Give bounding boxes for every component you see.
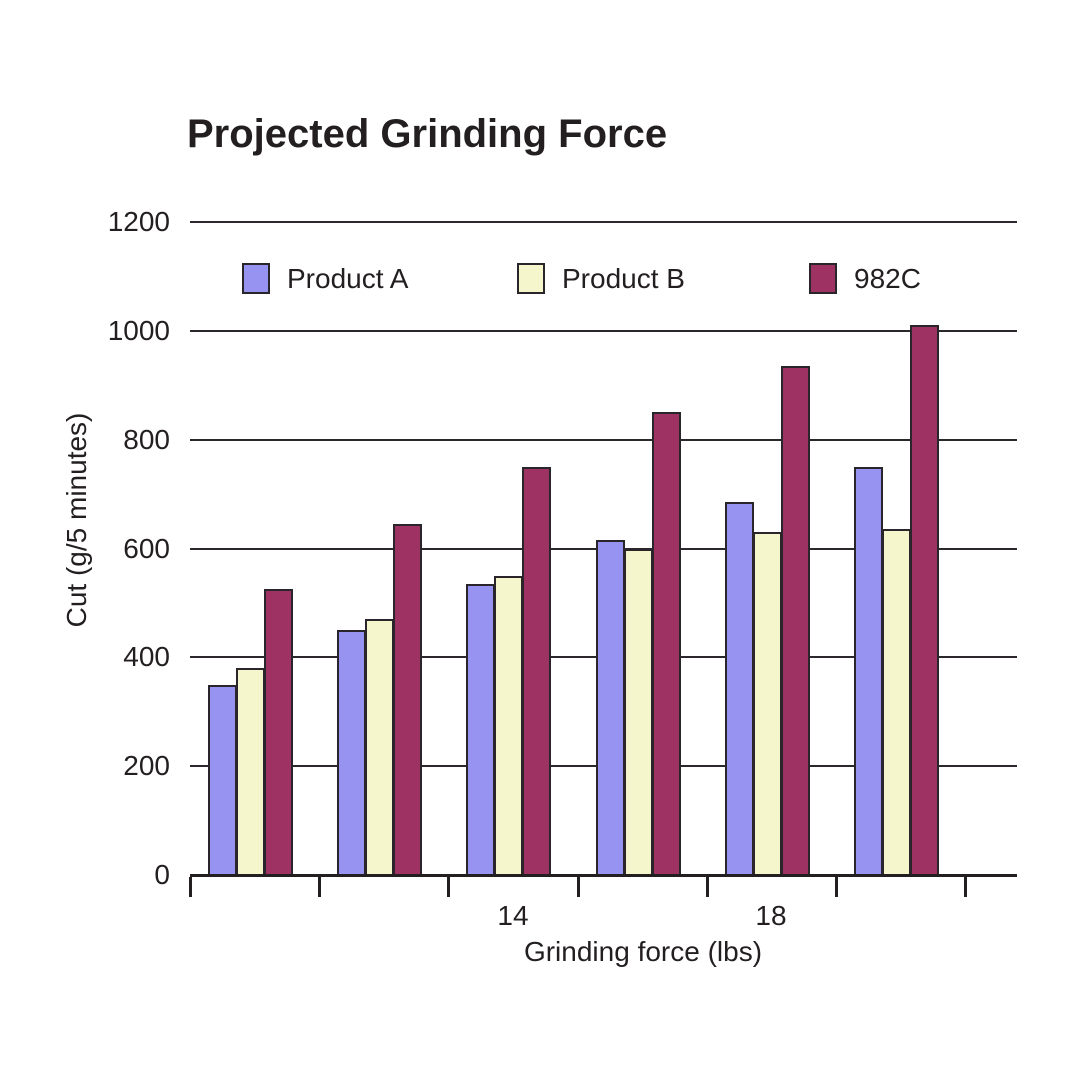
x-tick-mark-1 [189,877,192,897]
gridline-800 [190,438,1017,441]
legend-item-product-a: Product A [242,263,408,294]
x-tick-label-18: 18 [755,900,787,931]
legend-swatch-982c [809,263,837,294]
x-tick-mark-2 [318,877,321,897]
bar-product-b-group-5 [753,532,782,875]
y-tick-label-1000: 1000 [107,314,170,346]
y-tick-label-600: 600 [123,532,170,564]
x-tick-label-14: 14 [497,900,529,931]
bar-product-a-group-1 [208,684,237,875]
y-tick-label-0: 0 [154,859,170,890]
chart-title: Projected Grinding Force [187,112,668,156]
bar-product-a-group-4 [596,540,625,875]
legend-item-product-b: Product B [517,263,685,294]
y-tick-label-1200: 1200 [107,206,170,237]
x-tick-mark-7 [964,877,967,897]
x-tick-mark-5 [706,877,709,897]
bar-product-b-group-4 [624,548,653,875]
x-tick-mark-4 [577,877,580,897]
gridline-1200 [190,221,1017,223]
bar-982c-group-2 [393,524,422,875]
legend-label-982c: 982C [854,262,921,294]
legend-swatch-product-b [517,263,545,294]
bar-product-a-group-6 [854,466,883,875]
bar-product-a-group-3 [466,583,495,875]
bar-982c-group-3 [522,466,551,875]
bar-product-b-group-1 [236,668,265,875]
x-axis-line [190,874,1017,877]
x-tick-mark-6 [835,877,838,897]
bar-product-b-group-6 [882,529,911,875]
y-tick-label-400: 400 [123,641,170,673]
y-axis-title: Cut (g/5 minutes) [61,412,92,628]
y-tick-label-800: 800 [123,423,170,455]
bar-982c-group-1 [264,589,293,875]
legend-item-982c: 982C [809,263,921,294]
legend-swatch-product-a [242,263,270,294]
bar-982c-group-4 [652,412,681,875]
bar-product-b-group-3 [494,575,523,875]
bar-product-b-group-2 [365,619,394,875]
x-axis-title: Grinding force (lbs) [523,936,763,967]
bar-product-a-group-5 [725,502,754,875]
bar-982c-group-6 [910,325,939,875]
x-tick-mark-3 [447,877,450,897]
bar-982c-group-5 [781,366,810,875]
legend-label-product-a: Product A [287,262,409,294]
bar-product-a-group-2 [337,630,366,875]
y-tick-label-200: 200 [123,750,170,782]
gridline-1000 [190,329,1017,332]
legend-label-product-b: Product B [562,262,685,294]
